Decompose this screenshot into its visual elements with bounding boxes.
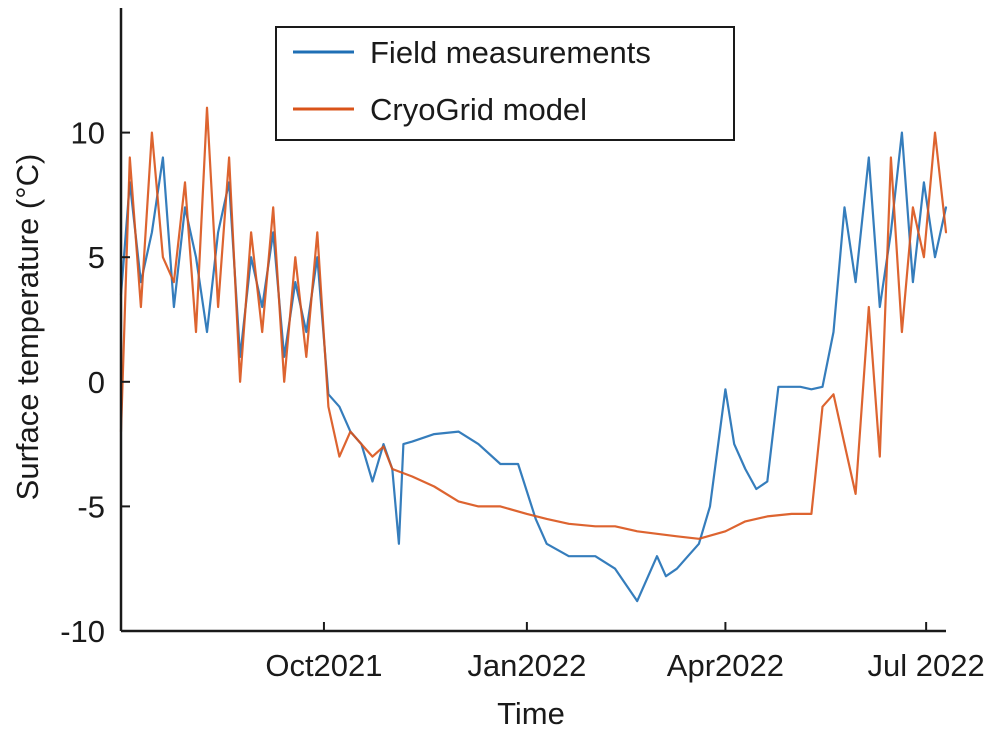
legend: Field measurements CryoGrid model [275, 26, 735, 141]
series-line-cryogrid-model [119, 106, 948, 540]
y-tick-label: -10 [60, 614, 105, 649]
axes [119, 8, 946, 633]
y-axis-ticks: 10 5 0 -5 -10 [60, 116, 130, 649]
y-tick-label: 5 [88, 240, 105, 275]
legend-label-field-measurements: Field measurements [370, 35, 651, 70]
y-tick-label: 10 [71, 116, 105, 151]
x-tick-label: Jul 2022 [868, 648, 985, 683]
x-tick-label: Apr2022 [667, 648, 784, 683]
legend-box [275, 26, 735, 141]
legend-label-cryogrid-model: CryoGrid model [370, 92, 587, 127]
y-tick-label: 0 [88, 365, 105, 400]
y-axis-title: Surface temperature (°C) [10, 154, 45, 501]
series-layer [119, 106, 948, 603]
x-axis-title: Time [497, 696, 565, 731]
y-tick-label: -5 [77, 489, 105, 524]
x-tick-label: Jan2022 [467, 648, 586, 683]
x-tick-label: Oct2021 [265, 648, 382, 683]
series-line-field-measurements [119, 131, 948, 603]
x-axis-ticks: Oct2021 Jan2022 Apr2022 Jul 2022 [265, 622, 985, 683]
